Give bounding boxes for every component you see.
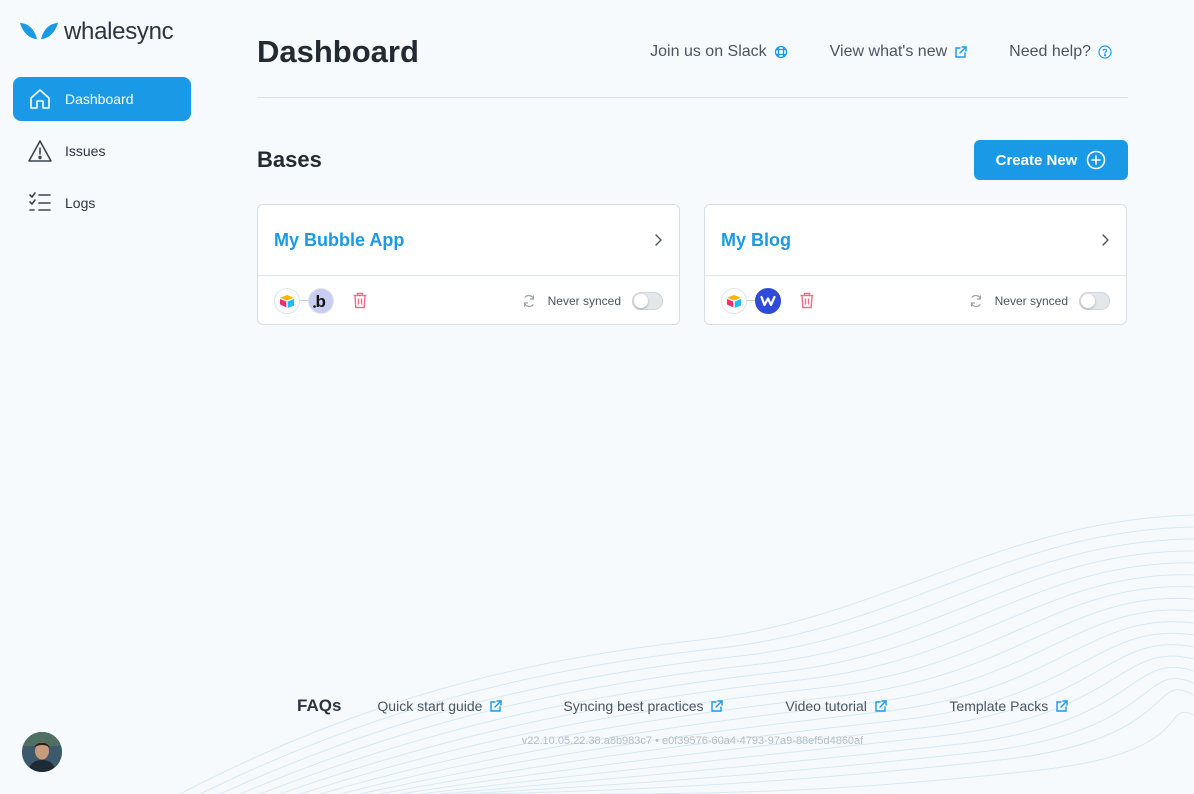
whalesync-logo[interactable]: whalesync bbox=[20, 18, 174, 46]
external-link-icon bbox=[875, 699, 887, 712]
airtable-icon bbox=[274, 287, 300, 314]
external-link-icon bbox=[711, 699, 724, 712]
svg-text:b: b bbox=[316, 292, 326, 310]
sidebar-item-label: Logs bbox=[65, 195, 96, 211]
help-link-label: Need help? bbox=[1009, 43, 1091, 60]
sidebar-item-issues[interactable]: Issues bbox=[13, 129, 191, 173]
base-card-header[interactable]: My Blog bbox=[705, 205, 1126, 276]
sidebar-nav: Dashboard Issues Logs bbox=[13, 77, 191, 233]
sync-status: Never synced bbox=[522, 291, 663, 310]
slack-link[interactable]: Join us on Slack bbox=[650, 43, 788, 61]
base-card: My Bubble App b Never synced bbox=[257, 204, 680, 325]
base-card-header[interactable]: My Bubble App bbox=[258, 205, 679, 276]
help-circle-icon bbox=[1098, 45, 1112, 59]
sync-status: Never synced bbox=[969, 291, 1110, 310]
connected-apps bbox=[721, 287, 815, 314]
footer-link-label: Video tutorial bbox=[785, 698, 867, 714]
warning-icon bbox=[27, 138, 53, 164]
chevron-right-icon bbox=[655, 234, 662, 246]
user-avatar[interactable] bbox=[22, 732, 62, 772]
refresh-icon bbox=[522, 294, 536, 308]
footer-link-label: Syncing best practices bbox=[563, 698, 704, 714]
app-connector bbox=[300, 300, 308, 301]
webflow-icon bbox=[755, 287, 781, 314]
bubble-icon: b bbox=[308, 287, 334, 314]
page-header: Dashboard Join us on Slack View what's n… bbox=[257, 30, 1128, 98]
delete-base-button[interactable] bbox=[799, 292, 815, 309]
version-string: v22.10.05.22.38.a8b983c7 • e0f39576-60a4… bbox=[521, 735, 864, 747]
bases-title: Bases bbox=[257, 147, 322, 172]
help-link[interactable]: Need help? bbox=[1009, 43, 1112, 61]
app-connector bbox=[747, 300, 755, 301]
refresh-icon bbox=[969, 294, 983, 308]
sidebar: whalesync Dashboard Issues Logs bbox=[0, 0, 210, 794]
external-link-icon bbox=[490, 699, 503, 712]
page-title: Dashboard bbox=[257, 34, 419, 69]
footer-link-label: Template Packs bbox=[949, 698, 1049, 714]
sidebar-item-label: Dashboard bbox=[65, 91, 134, 107]
create-new-label: Create New bbox=[995, 151, 1078, 169]
chevron-right-icon bbox=[1102, 234, 1109, 246]
header-links: Join us on Slack View what's new Need he… bbox=[608, 43, 1112, 61]
connected-apps: b bbox=[274, 287, 368, 314]
create-new-button[interactable]: Create New bbox=[974, 140, 1128, 180]
sync-status-label: Never synced bbox=[994, 293, 1068, 308]
quick-start-link[interactable]: Quick start guide bbox=[377, 698, 563, 714]
whats-new-link-label: View what's new bbox=[829, 43, 948, 60]
external-link-icon bbox=[955, 45, 967, 58]
sync-toggle[interactable] bbox=[1079, 291, 1110, 310]
base-card-title: My Blog bbox=[721, 229, 791, 250]
trash-icon bbox=[800, 292, 814, 309]
sync-status-label: Never synced bbox=[547, 293, 621, 308]
base-card: My Blog Never synced bbox=[704, 204, 1127, 325]
base-card-footer: Never synced bbox=[705, 276, 1126, 325]
plus-circle-icon bbox=[1087, 150, 1106, 170]
airtable-icon bbox=[721, 287, 747, 314]
slack-link-label: Join us on Slack bbox=[650, 43, 767, 60]
base-card-title: My Bubble App bbox=[274, 229, 405, 250]
whale-tail-icon bbox=[20, 23, 58, 39]
video-tutorial-link[interactable]: Video tutorial bbox=[785, 698, 949, 714]
footer-link-label: Quick start guide bbox=[377, 698, 483, 714]
sidebar-item-dashboard[interactable]: Dashboard bbox=[13, 77, 191, 121]
faqs-heading: FAQs bbox=[297, 696, 342, 715]
base-card-footer: b Never synced bbox=[258, 276, 679, 325]
checklist-icon bbox=[27, 190, 53, 216]
best-practices-link[interactable]: Syncing best practices bbox=[563, 698, 785, 714]
brand-name: whalesync bbox=[64, 18, 174, 45]
external-link-icon bbox=[1056, 699, 1068, 712]
sync-toggle[interactable] bbox=[632, 291, 663, 310]
trash-icon bbox=[353, 292, 367, 309]
footer-links: FAQs Quick start guide Syncing best prac… bbox=[297, 696, 1068, 716]
slack-icon bbox=[774, 45, 787, 59]
whats-new-link[interactable]: View what's new bbox=[830, 43, 967, 61]
home-icon bbox=[27, 86, 53, 112]
sidebar-item-label: Issues bbox=[65, 143, 106, 159]
delete-base-button[interactable] bbox=[352, 292, 368, 309]
template-packs-link[interactable]: Template Packs bbox=[949, 698, 1068, 714]
sidebar-item-logs[interactable]: Logs bbox=[13, 181, 191, 225]
